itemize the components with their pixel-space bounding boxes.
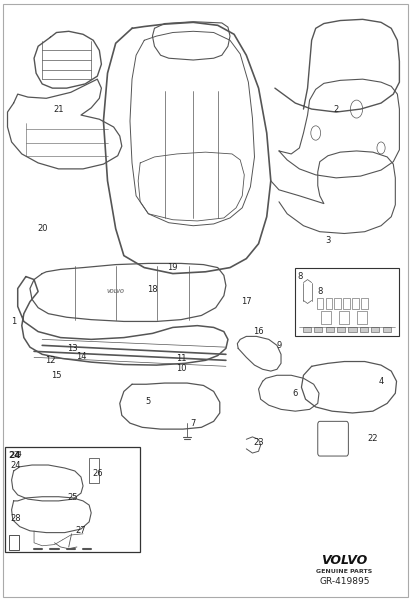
Text: 20: 20 xyxy=(37,224,47,233)
Text: 7: 7 xyxy=(191,419,196,428)
Bar xyxy=(302,328,311,332)
Text: GR-419895: GR-419895 xyxy=(319,577,369,586)
Text: 8: 8 xyxy=(317,287,323,296)
Bar xyxy=(9,535,19,550)
Bar xyxy=(344,297,350,310)
Bar xyxy=(316,297,323,310)
Text: 13: 13 xyxy=(67,344,78,353)
Text: 17: 17 xyxy=(241,297,252,306)
Text: 19: 19 xyxy=(168,263,178,272)
Bar xyxy=(337,328,345,332)
Bar xyxy=(353,297,358,310)
Text: 23: 23 xyxy=(253,438,264,447)
Bar xyxy=(326,328,334,332)
Text: 24: 24 xyxy=(10,460,21,469)
Text: 24: 24 xyxy=(14,451,22,457)
Text: 2: 2 xyxy=(333,105,339,114)
Text: 16: 16 xyxy=(253,327,264,336)
Bar xyxy=(361,297,367,310)
Text: 14: 14 xyxy=(76,352,86,361)
Bar xyxy=(321,311,331,325)
Bar xyxy=(326,297,332,310)
Text: 26: 26 xyxy=(92,469,103,478)
Text: 8: 8 xyxy=(297,272,303,281)
Bar xyxy=(357,311,367,325)
Bar xyxy=(335,297,341,310)
Bar xyxy=(383,328,391,332)
Text: 9: 9 xyxy=(276,341,282,350)
Bar xyxy=(349,328,356,332)
Text: 12: 12 xyxy=(45,356,55,365)
Text: VOLVO: VOLVO xyxy=(321,554,367,567)
Text: 28: 28 xyxy=(10,514,21,523)
Text: 6: 6 xyxy=(293,389,298,398)
Bar xyxy=(339,311,349,325)
Text: 11: 11 xyxy=(176,354,186,363)
Text: VOLVO: VOLVO xyxy=(107,289,125,294)
Text: 1: 1 xyxy=(11,317,16,326)
Text: GENUINE PARTS: GENUINE PARTS xyxy=(316,569,372,574)
Bar xyxy=(314,328,322,332)
Text: 4: 4 xyxy=(379,377,383,386)
Text: 27: 27 xyxy=(76,526,86,535)
FancyBboxPatch shape xyxy=(296,267,399,337)
Text: 22: 22 xyxy=(367,433,378,442)
Text: 15: 15 xyxy=(51,371,62,380)
Bar xyxy=(360,328,368,332)
Text: 5: 5 xyxy=(146,397,151,406)
Bar xyxy=(89,458,99,483)
Bar xyxy=(371,328,379,332)
Text: 21: 21 xyxy=(53,105,64,114)
FancyBboxPatch shape xyxy=(5,447,140,552)
Text: 18: 18 xyxy=(147,285,158,294)
Text: 24: 24 xyxy=(9,451,21,460)
Text: 25: 25 xyxy=(67,493,78,502)
Text: 3: 3 xyxy=(325,236,331,245)
Text: 10: 10 xyxy=(176,364,186,373)
